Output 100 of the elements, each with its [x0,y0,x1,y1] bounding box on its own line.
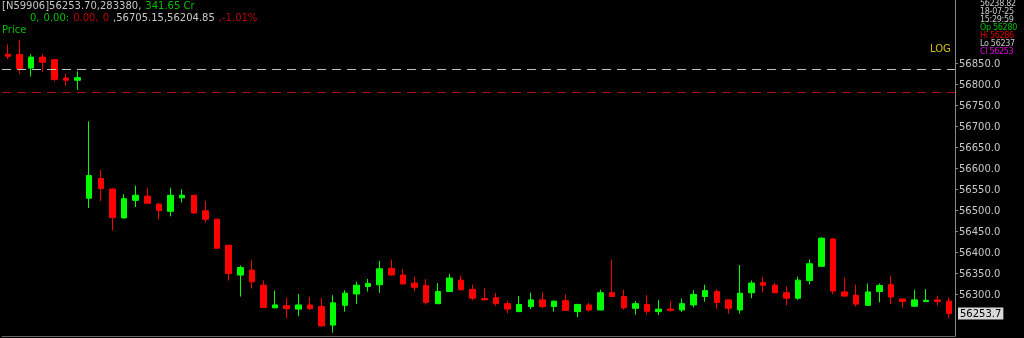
y-tick-label: 56300.0 [959,288,1001,300]
candlestick [621,289,627,311]
y-tick-label: 56350.0 [959,267,1001,279]
annotation: Price [2,24,27,35]
annotation: ,56705.15,56204.85 [113,12,215,23]
candlestick [830,237,836,295]
candlestick [574,303,581,318]
candlestick [16,39,23,74]
candlestick [562,293,569,312]
candlestick [86,120,92,209]
candlestick [63,73,69,87]
candlestick [156,202,162,220]
candlestick [330,294,336,334]
candlestick [818,236,825,268]
candlestick [934,295,941,307]
candlestick [760,276,766,293]
candlestick [586,302,592,313]
candlestick [39,53,46,73]
candlestick [411,276,418,292]
y-tick-label: 56650.0 [959,141,1001,153]
candlestick [214,218,220,250]
candlestick [481,287,488,301]
candlestick [179,188,185,203]
candlestick [655,299,662,316]
candlestick [841,277,848,298]
candlestick [748,280,755,299]
annotation: LOG [930,43,951,54]
text: Op 56280 [980,23,1017,32]
candlestick [772,282,778,294]
candlestick [5,44,11,60]
annotation: 0, [30,12,40,23]
candlestick [516,295,522,313]
candlestick [191,194,197,214]
candlestick [888,275,894,305]
candlestick [283,297,290,319]
candlestick [249,259,255,290]
candlestick [806,259,813,285]
text: 15:29:59 [980,15,1014,24]
candlestick [690,289,697,308]
candlestick [167,187,174,217]
annotation: [N59906]56253.70,283380, [2,0,142,11]
candlestick [365,278,371,292]
y-tick-label: 56750.0 [959,99,1001,111]
candlestick [423,278,429,305]
text: Hi 56286 [980,31,1014,40]
candlestick [318,297,325,327]
candlestick [609,259,615,298]
candlestick [342,289,348,313]
annotation: 0.00: [43,12,70,23]
candlestick [28,53,34,77]
candlestick [237,264,244,298]
candlestick [783,285,790,306]
candlestick [121,193,127,219]
candlestick [876,283,883,303]
annotation: 341.65 Cr [145,0,195,11]
candlestick [435,282,441,305]
candlestick [225,244,232,282]
y-tick-label: 56450.0 [959,225,1001,237]
y-tick-label: 56850.0 [959,57,1001,69]
candlestick [667,300,674,313]
candlestick [899,298,906,308]
candlestick [702,284,708,303]
candlestick [132,185,139,208]
candlestick [272,290,278,309]
candlestick [74,70,81,91]
annotation: 0 [102,12,110,23]
text: Cl 56253 [980,47,1014,56]
candlestick [388,259,395,277]
candlestick [446,273,453,293]
candlestick [737,264,743,315]
y-tick-label: 56400.0 [959,246,1001,258]
text: Lo 56237 [980,39,1015,48]
candlestick [679,298,685,313]
candlestick [307,296,313,311]
candlestick [400,268,406,285]
candlestick [597,289,604,311]
candlestick [260,280,267,309]
candlestick [923,288,929,303]
y-tick-label: 56550.0 [959,183,1001,195]
candlestick [144,187,151,205]
candlestick [202,200,209,224]
candlestick [865,283,871,307]
candlestick [644,294,650,316]
candlestick [458,275,464,291]
candlestick [725,298,732,315]
text: 56238.82 [980,0,1016,8]
candlestick [109,188,116,232]
candlestick [528,292,534,310]
y-tick-label: 56500.0 [959,204,1001,216]
candlestick [295,293,302,317]
candlestick [632,300,639,316]
candlestick [493,292,499,307]
candlestick [353,281,360,305]
candlestick [98,169,104,202]
y-tick-label: 56700.0 [959,120,1001,132]
annotation: 0.00, [73,12,99,23]
candlestick [539,292,546,309]
annotation: ,-1.01% [218,12,258,23]
candlestick [376,260,383,294]
candlestick [51,58,58,82]
